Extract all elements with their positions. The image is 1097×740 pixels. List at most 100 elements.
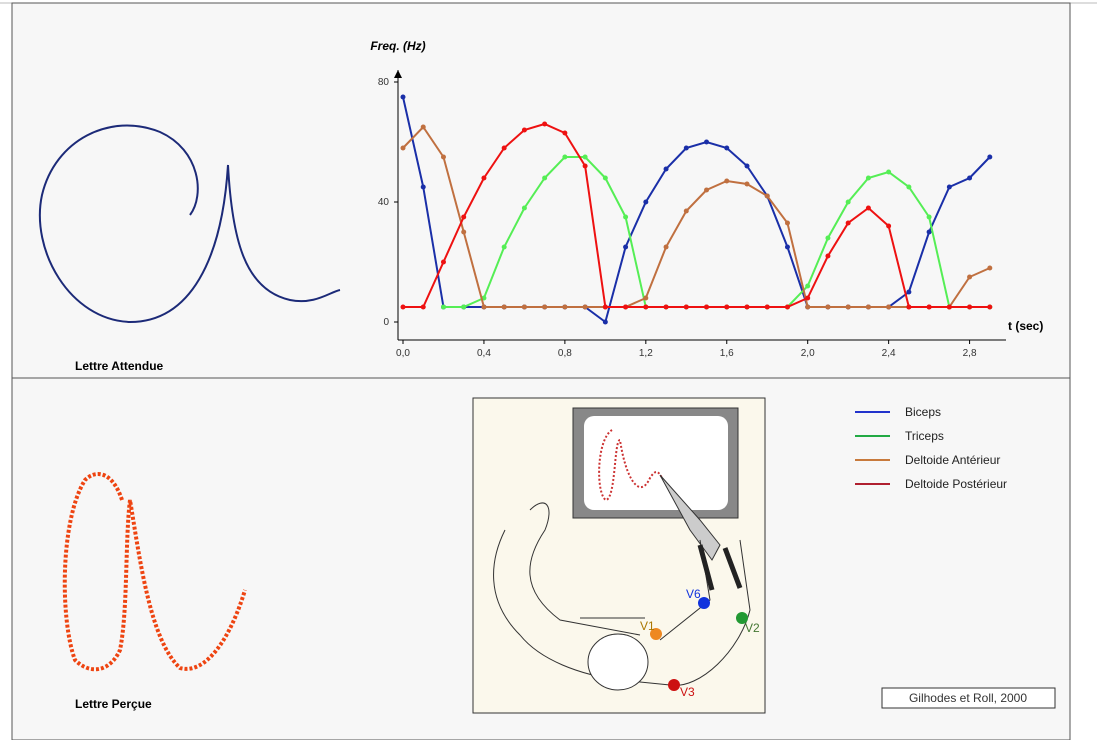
y-tick-label: 0 bbox=[383, 317, 389, 328]
series-point bbox=[926, 214, 932, 220]
screen-inner bbox=[584, 416, 728, 510]
series-point bbox=[825, 304, 831, 310]
series-point bbox=[987, 265, 993, 271]
series-point bbox=[420, 304, 426, 310]
series-point bbox=[744, 181, 750, 187]
series-point bbox=[683, 145, 689, 151]
series-point bbox=[906, 184, 912, 190]
series-point bbox=[704, 304, 710, 310]
series-point bbox=[623, 244, 629, 250]
screen-letter bbox=[598, 429, 663, 502]
series-point bbox=[906, 289, 912, 295]
series-point bbox=[602, 175, 608, 181]
series-point bbox=[542, 175, 548, 181]
series-point bbox=[865, 304, 871, 310]
series-point bbox=[440, 304, 446, 310]
legend-label: Triceps bbox=[905, 429, 944, 443]
series-point bbox=[764, 193, 770, 199]
series-point bbox=[521, 304, 527, 310]
series-point bbox=[704, 187, 710, 193]
series-point bbox=[643, 295, 649, 301]
series-point bbox=[582, 163, 588, 169]
series-point bbox=[420, 184, 426, 190]
legend-label: Deltoide Antérieur bbox=[905, 453, 1000, 467]
series-point bbox=[967, 175, 973, 181]
series-point bbox=[501, 304, 507, 310]
perceived-letter bbox=[62, 472, 247, 672]
series-point bbox=[845, 199, 851, 205]
x-axis-title: t (sec) bbox=[1008, 319, 1043, 333]
series-point bbox=[946, 184, 952, 190]
series-point bbox=[926, 304, 932, 310]
series-point bbox=[967, 304, 973, 310]
credit: Gilhodes et Roll, 2000 bbox=[909, 691, 1027, 705]
series-point bbox=[946, 304, 952, 310]
series-point bbox=[542, 304, 548, 310]
series-point bbox=[582, 154, 588, 160]
head bbox=[587, 633, 649, 691]
series-point bbox=[704, 139, 710, 145]
series-line bbox=[402, 125, 991, 308]
series-point bbox=[400, 304, 406, 310]
series-point bbox=[987, 304, 993, 310]
series-point bbox=[967, 274, 973, 280]
series-point bbox=[623, 304, 629, 310]
series-point bbox=[481, 175, 487, 181]
x-tick-label: 2,8 bbox=[963, 348, 977, 359]
series-point bbox=[784, 220, 790, 226]
series-point bbox=[663, 166, 669, 172]
series-point bbox=[906, 304, 912, 310]
series-point bbox=[562, 130, 568, 136]
series-point bbox=[420, 124, 426, 130]
expected-letter bbox=[38, 124, 341, 324]
series-point bbox=[521, 205, 527, 211]
v2-dot bbox=[736, 612, 748, 624]
series-point bbox=[683, 304, 689, 310]
series-point bbox=[562, 154, 568, 160]
series-point bbox=[562, 304, 568, 310]
x-tick-label: 0,8 bbox=[558, 348, 572, 359]
series-point bbox=[461, 229, 467, 235]
x-tick-label: 0,4 bbox=[477, 348, 491, 359]
v3-dot bbox=[668, 679, 680, 691]
y-tick-label: 40 bbox=[378, 197, 390, 208]
series-point bbox=[825, 253, 831, 259]
series-point bbox=[886, 304, 892, 310]
x-tick-label: 1,6 bbox=[720, 348, 734, 359]
series-point bbox=[440, 154, 446, 160]
series-point bbox=[926, 229, 932, 235]
v1-dot bbox=[650, 628, 662, 640]
series-point bbox=[481, 304, 487, 310]
series-point bbox=[521, 127, 527, 133]
series-line bbox=[403, 122, 990, 308]
series-point bbox=[805, 304, 811, 310]
series-point bbox=[987, 154, 993, 160]
legend-label: Deltoide Postérieur bbox=[905, 477, 1007, 491]
legend-label: Biceps bbox=[905, 405, 941, 419]
v3-label: V3 bbox=[680, 685, 695, 699]
v2-label: V2 bbox=[745, 621, 760, 635]
series-point bbox=[643, 304, 649, 310]
series-point bbox=[805, 295, 811, 301]
pen-hand bbox=[659, 474, 721, 561]
v1-label: V1 bbox=[640, 619, 655, 633]
series-point bbox=[886, 169, 892, 175]
y-tick-label: 80 bbox=[378, 77, 390, 88]
x-tick-label: 1,2 bbox=[639, 348, 653, 359]
series-point bbox=[886, 223, 892, 229]
series-point bbox=[805, 283, 811, 289]
x-tick-label: 2,0 bbox=[801, 348, 815, 359]
series-point bbox=[461, 304, 467, 310]
vibrators bbox=[697, 544, 743, 591]
series-point bbox=[400, 145, 406, 151]
series-point bbox=[602, 304, 608, 310]
x-tick-label: 0,0 bbox=[396, 348, 410, 359]
x-tick-label: 2,4 bbox=[882, 348, 896, 359]
series-point bbox=[663, 244, 669, 250]
series-point bbox=[683, 208, 689, 214]
series-point bbox=[845, 220, 851, 226]
expected-label: Lettre Attendue bbox=[75, 359, 164, 373]
perceived-label: Lettre Perçue bbox=[75, 697, 152, 711]
series-point bbox=[602, 319, 608, 325]
